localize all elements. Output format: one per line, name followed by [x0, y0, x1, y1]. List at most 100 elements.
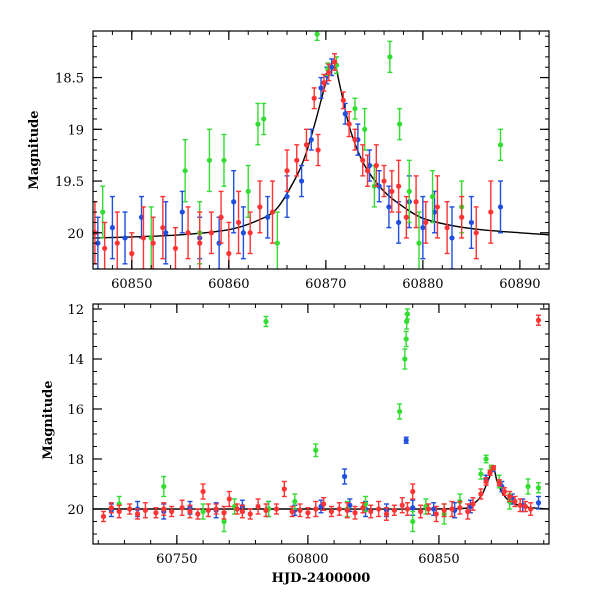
- top-series-0-point: [318, 76, 324, 99]
- bottom-data-marker: [410, 488, 416, 495]
- top-data-marker: [129, 250, 135, 257]
- top-series-2-point: [434, 175, 441, 239]
- bottom-series-2-point: [289, 505, 295, 518]
- top-data-marker: [231, 199, 237, 205]
- bottom-series-2-point: [512, 495, 518, 508]
- top-data-marker: [396, 219, 402, 226]
- top-series-1-point: [100, 185, 106, 239]
- top-data-marker: [416, 240, 422, 246]
- top-data-marker: [206, 157, 213, 163]
- bottom-data-marker: [535, 500, 542, 506]
- bottom-data-marker: [404, 318, 410, 325]
- top-x-tick-label: 60860: [208, 277, 249, 292]
- top-series-0-point: [298, 164, 305, 198]
- bottom-data-marker: [200, 508, 206, 515]
- top-data-marker: [449, 235, 455, 241]
- top-series-2-point: [373, 144, 379, 187]
- top-series-0-point: [163, 201, 169, 265]
- top-series-0-point: [386, 185, 392, 229]
- top-data-marker: [396, 183, 402, 189]
- bottom-data-marker: [404, 506, 411, 512]
- bottom-data-marker: [399, 502, 405, 508]
- top-series-2-point: [102, 221, 108, 269]
- bottom-series-2-point: [321, 497, 327, 511]
- top-series-2-point: [172, 226, 179, 269]
- bottom-data-marker: [273, 506, 280, 512]
- bottom-series-2-point: [100, 510, 107, 523]
- top-series-2-point: [303, 128, 310, 162]
- top-series-2-point: [294, 144, 300, 177]
- bottom-data-marker: [142, 507, 149, 513]
- bottom-series-2-point: [161, 502, 167, 516]
- top-series-2-point: [218, 190, 224, 244]
- bottom-data-marker: [525, 483, 531, 490]
- top-data-marker: [235, 219, 242, 226]
- bottom-data-marker: [221, 518, 227, 525]
- bottom-data-marker: [465, 508, 471, 515]
- bottom-data-marker: [368, 508, 374, 515]
- top-series-2-point: [315, 133, 321, 167]
- bottom-series-1-point: [525, 478, 531, 495]
- top-series-2-point: [247, 211, 253, 255]
- bottom-data-marker: [200, 488, 206, 495]
- top-series-1-point: [396, 107, 403, 141]
- top-series-2-point: [326, 63, 332, 82]
- top-data-marker: [240, 230, 246, 236]
- bottom-series-2-point: [281, 480, 287, 498]
- bottom-data-marker: [404, 311, 411, 317]
- bottom-data-marker: [478, 491, 484, 497]
- top-data-marker: [423, 219, 429, 226]
- bottom-series-2-point: [305, 507, 311, 519]
- top-data-marker: [197, 240, 203, 246]
- bottom-series-2-point: [205, 503, 211, 518]
- top-data-marker: [420, 225, 426, 231]
- bottom-data-marker: [431, 506, 437, 512]
- bottom-series-1-point: [478, 468, 484, 480]
- bottom-series-1-point: [161, 475, 167, 498]
- top-data-marker: [403, 214, 409, 220]
- bottom-series-1-point: [410, 510, 416, 533]
- bottom-data-marker: [336, 506, 342, 512]
- top-series-2-point: [160, 195, 166, 260]
- bottom-data-marker: [134, 511, 141, 517]
- top-data-marker: [269, 209, 276, 215]
- bottom-series-2-point: [313, 500, 319, 518]
- bottom-data-marker: [403, 437, 409, 443]
- bottom-data-marker: [410, 505, 416, 511]
- top-data-marker: [140, 235, 147, 241]
- bottom-data-marker: [347, 502, 353, 508]
- bottom-data-marker: [313, 506, 319, 512]
- top-x-tick-label: 60890: [499, 277, 540, 292]
- top-series-2-point: [364, 154, 371, 187]
- bottom-data-marker: [501, 488, 508, 495]
- top-data-marker: [245, 188, 251, 194]
- top-series-0-point: [420, 195, 426, 260]
- top-series-0-point: [308, 128, 314, 151]
- top-series-2-point: [444, 201, 450, 255]
- top-data-marker: [247, 230, 253, 236]
- bottom-series-2-point: [507, 490, 513, 503]
- bottom-data-marker: [234, 506, 240, 512]
- bottom-series-1-point: [402, 348, 408, 370]
- bottom-data-marker: [153, 510, 159, 516]
- top-plot-area: [93, 31, 549, 269]
- top-data-marker: [386, 204, 392, 210]
- bottom-data-marker: [403, 336, 409, 342]
- bottom-data-marker: [305, 510, 311, 516]
- top-data-marker: [122, 235, 128, 241]
- bottom-series-2-point: [116, 504, 122, 519]
- bottom-data-marker: [100, 513, 107, 520]
- bottom-series-1-point: [397, 403, 403, 420]
- bottom-series-2-point: [522, 500, 529, 513]
- bottom-data-marker: [383, 511, 390, 517]
- top-series-1-point: [352, 97, 358, 120]
- top-data-marker: [360, 157, 366, 163]
- bottom-series-2-point: [360, 502, 366, 514]
- bottom-series-2-point: [213, 503, 219, 515]
- top-data-marker: [413, 199, 419, 205]
- bottom-data-marker: [161, 483, 167, 490]
- top-data-marker: [257, 204, 263, 210]
- bottom-series-1-point: [292, 493, 298, 510]
- top-series-0-point: [497, 180, 504, 234]
- top-series-1-point: [182, 138, 188, 203]
